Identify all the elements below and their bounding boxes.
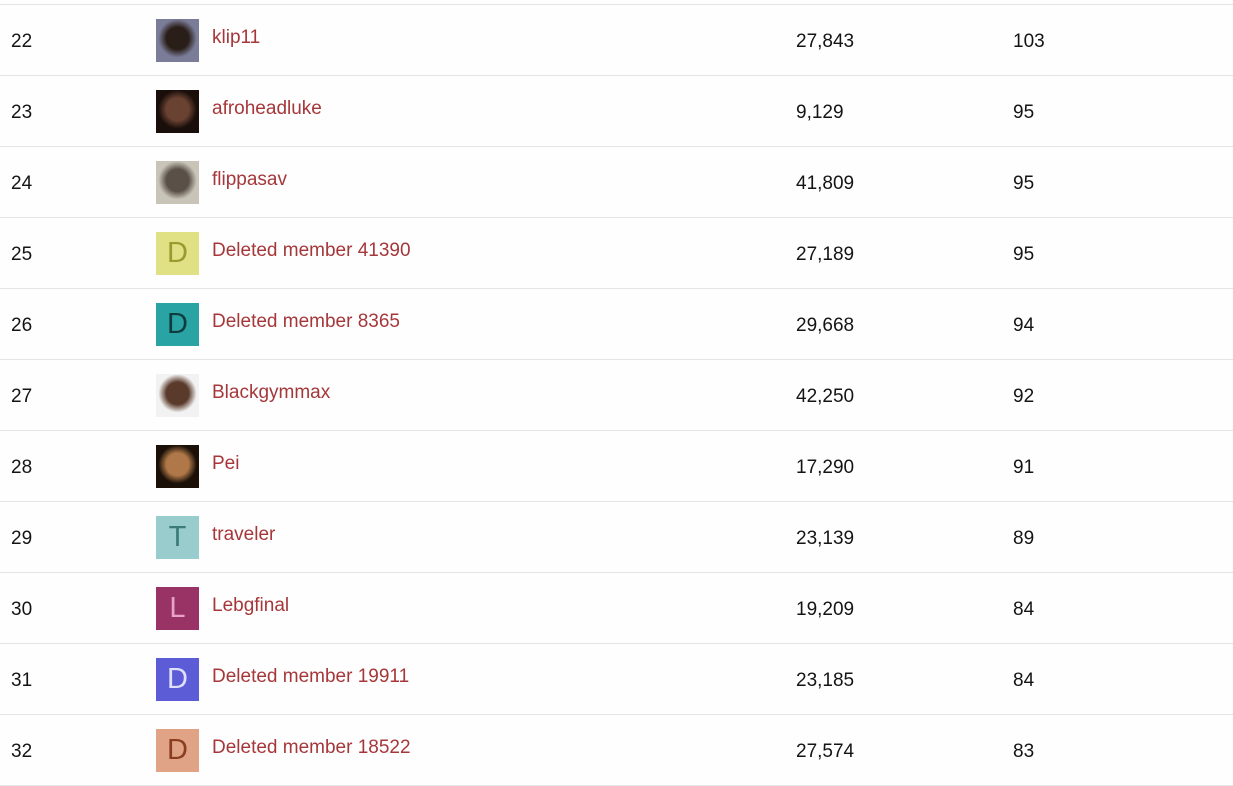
avatar[interactable] <box>156 90 199 133</box>
rank: 31 <box>11 670 33 691</box>
score: 92 <box>1013 386 1035 407</box>
avatar[interactable] <box>156 445 199 488</box>
score: 94 <box>1013 315 1035 336</box>
avatar-letter: L <box>169 592 186 624</box>
score: 95 <box>1013 102 1035 123</box>
member-name-link[interactable]: Blackgymmax <box>212 382 331 403</box>
message-count: 27,574 <box>796 741 855 762</box>
message-count: 27,843 <box>796 31 855 52</box>
score: 95 <box>1013 173 1035 194</box>
table-row: 30 L Lebgfinal 19,209 84 <box>0 573 1233 644</box>
avatar[interactable]: D <box>156 303 199 346</box>
avatar-letter: T <box>168 521 187 553</box>
rank: 25 <box>11 244 33 265</box>
table-row: 29 T traveler 23,139 89 <box>0 502 1233 573</box>
member-name-link[interactable]: Lebgfinal <box>212 595 290 616</box>
avatar[interactable]: L <box>156 587 199 630</box>
avatar[interactable]: D <box>156 658 199 701</box>
avatar[interactable]: D <box>156 729 199 772</box>
message-count: 29,668 <box>796 315 855 336</box>
table-row: 31 D Deleted member 19911 23,185 84 <box>0 644 1233 715</box>
avatar[interactable] <box>156 19 199 62</box>
rank: 24 <box>11 173 33 194</box>
member-name-link[interactable]: Deleted member 18522 <box>212 737 411 758</box>
table-row: 32 D Deleted member 18522 27,574 83 <box>0 715 1233 786</box>
table-row: 28 Pei 17,290 91 <box>0 431 1233 502</box>
avatar-letter: D <box>167 237 188 269</box>
avatar-letter: D <box>167 734 188 766</box>
score: 103 <box>1013 31 1045 52</box>
message-count: 27,189 <box>796 244 855 265</box>
score: 84 <box>1013 670 1035 691</box>
rank: 22 <box>11 31 33 52</box>
table-row: 25 D Deleted member 41390 27,189 95 <box>0 218 1233 289</box>
message-count: 19,209 <box>796 599 855 620</box>
member-name-link[interactable]: klip11 <box>212 27 261 48</box>
avatar[interactable] <box>156 374 199 417</box>
score: 91 <box>1013 457 1035 478</box>
avatar[interactable] <box>156 161 199 204</box>
rank: 30 <box>11 599 33 620</box>
avatar[interactable]: T <box>156 516 199 559</box>
table-row: 24 flippasav 41,809 95 <box>0 147 1233 218</box>
score: 83 <box>1013 741 1035 762</box>
message-count: 41,809 <box>796 173 855 194</box>
table-row: 27 Blackgymmax 42,250 92 <box>0 360 1233 431</box>
message-count: 17,290 <box>796 457 855 478</box>
rank: 32 <box>11 741 33 762</box>
message-count: 9,129 <box>796 102 844 123</box>
avatar-letter: D <box>167 308 188 340</box>
member-name-link[interactable]: traveler <box>212 524 276 545</box>
member-name-link[interactable]: flippasav <box>212 169 287 190</box>
members-table: 22 klip11 27,843 103 23 afroheadluke 9,12… <box>0 4 1233 786</box>
table-row: 26 D Deleted member 8365 29,668 94 <box>0 289 1233 360</box>
message-count: 42,250 <box>796 386 855 407</box>
member-name-link[interactable]: Deleted member 41390 <box>212 240 411 261</box>
rank: 27 <box>11 386 33 407</box>
member-name-link[interactable]: Deleted member 19911 <box>212 666 410 687</box>
table-row: 22 klip11 27,843 103 <box>0 5 1233 76</box>
member-name-link[interactable]: Deleted member 8365 <box>212 311 400 332</box>
member-name-link[interactable]: Pei <box>212 453 240 474</box>
score: 84 <box>1013 599 1035 620</box>
rank: 29 <box>11 528 33 549</box>
message-count: 23,139 <box>796 528 855 549</box>
rank: 26 <box>11 315 33 336</box>
rank: 23 <box>11 102 33 123</box>
avatar-letter: D <box>167 663 188 695</box>
message-count: 23,185 <box>796 670 855 691</box>
member-name-link[interactable]: afroheadluke <box>212 98 322 119</box>
score: 95 <box>1013 244 1035 265</box>
score: 89 <box>1013 528 1035 549</box>
avatar[interactable]: D <box>156 232 199 275</box>
rank: 28 <box>11 457 33 478</box>
table-row: 23 afroheadluke 9,129 95 <box>0 76 1233 147</box>
